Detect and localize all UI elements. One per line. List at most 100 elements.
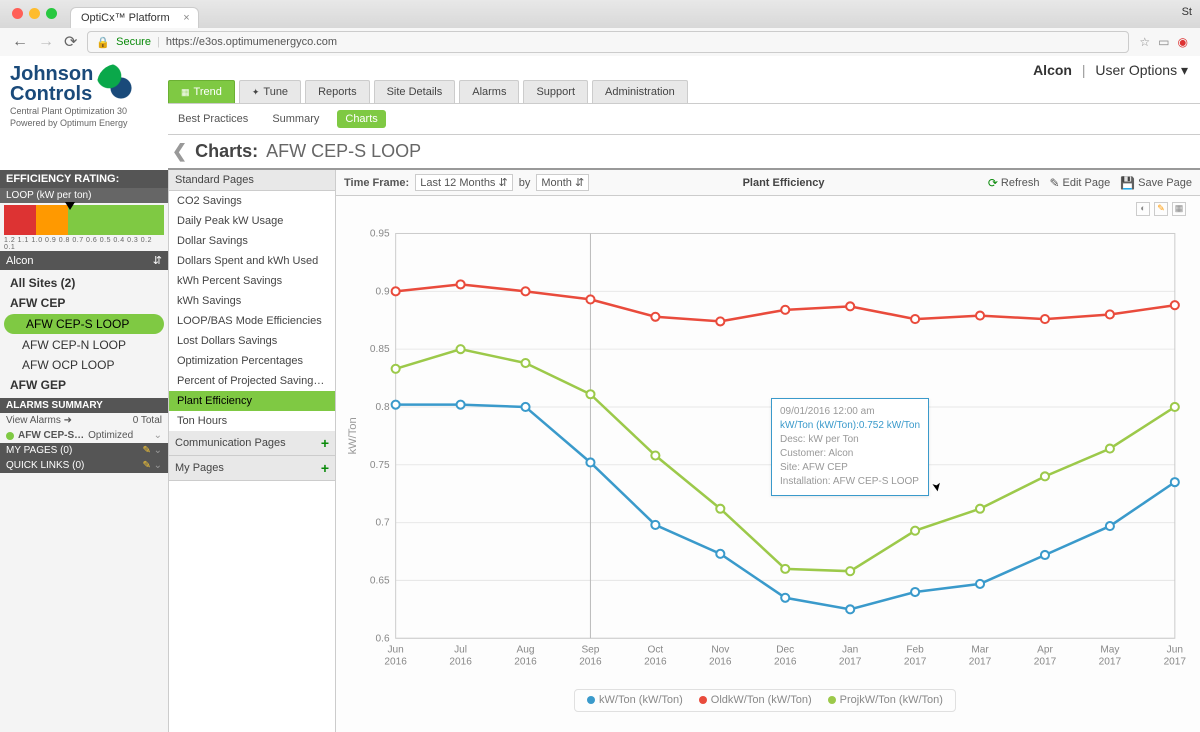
svg-text:2016: 2016: [774, 657, 797, 668]
svg-text:0.65: 0.65: [370, 575, 390, 586]
site-list: All Sites (2)AFW CEPAFW CEP-S LOOPAFW CE…: [0, 270, 168, 398]
chart-tooltip: 09/01/2016 12:00 am kW/Ton (kW/Ton):0.75…: [771, 398, 929, 496]
svg-text:2017: 2017: [1034, 657, 1057, 668]
save-page-button[interactable]: 💾Save Page: [1120, 176, 1192, 190]
site-item[interactable]: AFW CEP-N LOOP: [0, 335, 168, 355]
page-item[interactable]: kWh Percent Savings: [169, 271, 335, 291]
plus-icon[interactable]: +: [321, 435, 329, 451]
subtab-best-practices[interactable]: Best Practices: [172, 110, 254, 128]
svg-text:0.75: 0.75: [370, 460, 390, 471]
chart-tool-icon[interactable]: ▦: [1172, 202, 1186, 216]
chart-tool-icon[interactable]: ✎: [1154, 202, 1168, 216]
company-label: Alcon: [1033, 62, 1072, 78]
legend-item[interactable]: ProjkW/Ton (kW/Ton): [828, 694, 943, 706]
star-icon[interactable]: ☆: [1139, 35, 1150, 49]
pencil-icon[interactable]: ✎: [142, 460, 150, 471]
site-item[interactable]: AFW OCP LOOP: [0, 355, 168, 375]
page-item[interactable]: Optimization Percentages: [169, 351, 335, 371]
back-icon[interactable]: ←: [12, 33, 28, 51]
page-item[interactable]: Ton Hours: [169, 411, 335, 431]
reload-icon[interactable]: ⟳: [64, 32, 77, 52]
page-item[interactable]: Dollar Savings: [169, 231, 335, 251]
my-pages-section-header[interactable]: My Pages +: [169, 456, 335, 481]
page-item[interactable]: Lost Dollars Savings: [169, 331, 335, 351]
logo: Johnson Controls Central Plant Optimizat…: [0, 56, 168, 170]
alcon-selector[interactable]: Alcon ⇵: [0, 251, 168, 270]
ext-icon-2[interactable]: ◉: [1178, 35, 1188, 49]
quick-links-header[interactable]: QUICK LINKS (0) ✎ ⌄: [0, 458, 168, 473]
forward-icon[interactable]: →: [38, 33, 54, 51]
ext-icon[interactable]: ▭: [1158, 35, 1169, 49]
site-item[interactable]: All Sites (2): [0, 273, 168, 293]
chevron-icon[interactable]: ⌄: [154, 445, 162, 456]
my-pages-header[interactable]: MY PAGES (0) ✎ ⌄: [0, 443, 168, 458]
edit-icon: ✎: [1049, 176, 1059, 190]
edit-page-button[interactable]: ✎Edit Page: [1049, 176, 1110, 190]
svg-text:Jun: Jun: [387, 644, 403, 655]
page-item[interactable]: LOOP/BAS Mode Efficiencies: [169, 311, 335, 331]
gauge-label: LOOP (kW per ton): [0, 188, 168, 203]
legend-item[interactable]: OldkW/Ton (kW/Ton): [699, 694, 812, 706]
page-item[interactable]: kWh Savings: [169, 291, 335, 311]
alcon-label: Alcon: [6, 255, 34, 267]
site-item[interactable]: AFW CEP: [0, 293, 168, 313]
breadcrumb-back-icon[interactable]: ❮: [172, 141, 187, 162]
url-input[interactable]: 🔒 Secure | https://e3os.optimumenergyco.…: [87, 31, 1129, 53]
top-right-user: Alcon | User Options ▾: [1033, 62, 1188, 79]
svg-text:Jan: Jan: [842, 644, 858, 655]
user-options-menu[interactable]: User Options ▾: [1095, 62, 1188, 78]
secure-label: Secure: [116, 36, 151, 48]
page-item[interactable]: CO2 Savings: [169, 191, 335, 211]
svg-text:2016: 2016: [579, 657, 602, 668]
page-item[interactable]: Daily Peak kW Usage: [169, 211, 335, 231]
pages-sidebar: Standard Pages CO2 SavingsDaily Peak kW …: [168, 170, 336, 732]
view-alarms-link[interactable]: View Alarms ➜: [6, 415, 72, 426]
page-item[interactable]: Dollars Spent and kWh Used: [169, 251, 335, 271]
breadcrumb-value: AFW CEP-S LOOP: [266, 141, 421, 162]
tab-administration[interactable]: Administration: [592, 80, 688, 103]
window-dot[interactable]: [29, 8, 40, 19]
page-item[interactable]: Plant Efficiency: [169, 391, 335, 411]
comm-pages-header[interactable]: Communication Pages +: [169, 431, 335, 456]
site-item[interactable]: AFW CEP-S LOOP: [4, 314, 164, 334]
timeframe-select[interactable]: Last 12 Months ⇵: [415, 174, 512, 191]
plus-icon[interactable]: +: [321, 460, 329, 476]
timeframe-label: Time Frame:: [344, 177, 409, 189]
subtab-charts[interactable]: Charts: [337, 110, 385, 128]
svg-text:2016: 2016: [709, 657, 732, 668]
page-item[interactable]: Percent of Projected Savings A…: [169, 371, 335, 391]
svg-text:0.85: 0.85: [370, 344, 390, 355]
tab-support[interactable]: Support: [523, 80, 588, 103]
window-dot[interactable]: [12, 8, 23, 19]
tab-trend[interactable]: ▦Trend: [168, 80, 235, 103]
left-sidebar: EFFICIENCY RATING: LOOP (kW per ton) 1.2…: [0, 170, 168, 732]
chart-title: Plant Efficiency: [743, 177, 825, 189]
svg-text:0.7: 0.7: [376, 518, 390, 529]
svg-text:Nov: Nov: [711, 644, 730, 655]
svg-text:2016: 2016: [449, 657, 472, 668]
by-select[interactable]: Month ⇵: [536, 174, 589, 191]
pencil-icon[interactable]: ✎: [142, 445, 150, 456]
standard-pages-header: Standard Pages: [169, 170, 335, 191]
site-item[interactable]: AFW GEP: [0, 375, 168, 395]
browser-tab[interactable]: OptiCx™ Platform ×: [70, 7, 199, 28]
chart-tool-icon[interactable]: ◐: [1136, 202, 1150, 216]
legend-item[interactable]: kW/Ton (kW/Ton): [587, 694, 683, 706]
tab-reports[interactable]: Reports: [305, 80, 370, 103]
close-icon[interactable]: ×: [183, 12, 189, 24]
tab-alarms[interactable]: Alarms: [459, 80, 519, 103]
chart-toolbar: Time Frame: Last 12 Months ⇵ by Month ⇵ …: [336, 170, 1200, 196]
tab-tune[interactable]: ✦Tune: [239, 80, 301, 103]
svg-text:Feb: Feb: [906, 644, 924, 655]
tab-site-details[interactable]: Site Details: [374, 80, 456, 103]
window-dot[interactable]: [46, 8, 57, 19]
updown-icon: ⇵: [153, 254, 162, 267]
chevron-icon[interactable]: ⌄: [154, 460, 162, 471]
subtab-summary[interactable]: Summary: [266, 110, 325, 128]
window-controls[interactable]: [12, 8, 57, 19]
svg-text:Oct: Oct: [648, 644, 664, 655]
efficiency-header: EFFICIENCY RATING:: [0, 170, 168, 188]
svg-text:0.9: 0.9: [376, 286, 390, 297]
refresh-button[interactable]: ⟳Refresh: [988, 176, 1040, 190]
chevron-down-icon[interactable]: ⌄: [154, 430, 162, 441]
